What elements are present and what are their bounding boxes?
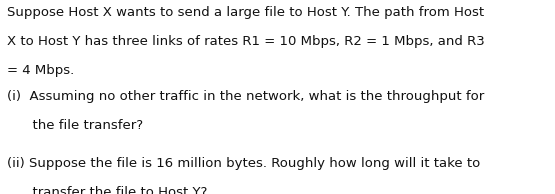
Text: Suppose Host X wants to send a large file to Host Y. The path from Host: Suppose Host X wants to send a large fil… [7,6,484,19]
Text: (ii) Suppose the file is 16 million bytes. Roughly how long will it take to: (ii) Suppose the file is 16 million byte… [7,157,480,170]
Text: X to Host Y has three links of rates R1 = 10 Mbps, R2 = 1 Mbps, and R3: X to Host Y has three links of rates R1 … [7,35,485,48]
Text: the file transfer?: the file transfer? [7,119,143,132]
Text: (i)  Assuming no other traffic in the network, what is the throughput for: (i) Assuming no other traffic in the net… [7,90,484,103]
Text: = 4 Mbps.: = 4 Mbps. [7,64,74,77]
Text: transfer the file to Host Y?: transfer the file to Host Y? [7,186,207,194]
